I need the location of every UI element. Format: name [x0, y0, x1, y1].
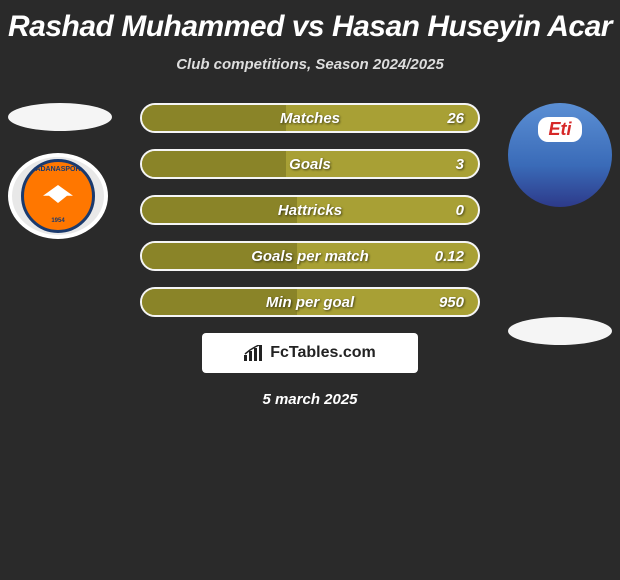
stat-bar: Goals 3 — [140, 149, 480, 179]
stats-area: ADANASPOR 1954 Eti Matches 26 Goals 3 Hattri… — [0, 103, 620, 317]
page-title: Rashad Muhammed vs Hasan Huseyin Acar — [0, 0, 620, 44]
stat-bar: Min per goal 950 — [140, 287, 480, 317]
left-column: ADANASPOR 1954 — [8, 103, 112, 239]
eagle-icon — [43, 185, 73, 203]
subtitle: Club competitions, Season 2024/2025 — [0, 56, 620, 73]
sponsor-badge: Eti — [538, 117, 581, 142]
stat-bars: Matches 26 Goals 3 Hattricks 0 Goals per match… — [140, 103, 480, 317]
stat-bar: Goals per match 0.12 — [140, 241, 480, 271]
club-badge-left: ADANASPOR 1954 — [8, 153, 108, 239]
stat-label: Matches — [280, 110, 340, 127]
stat-value: 0 — [456, 202, 464, 219]
stat-bar-left-fill — [142, 151, 286, 177]
club-name: ADANASPOR — [35, 166, 80, 173]
stat-value: 950 — [439, 294, 464, 311]
player-photo-right: Eti — [508, 103, 612, 207]
player-placeholder-left — [8, 103, 112, 131]
stat-bar: Hattricks 0 — [140, 195, 480, 225]
chart-icon — [244, 345, 264, 361]
club-placeholder-right — [508, 317, 612, 345]
right-column: Eti — [508, 103, 612, 345]
stat-value: 26 — [447, 110, 464, 127]
footer-logo: FcTables.com — [202, 333, 418, 373]
stat-bar-left-fill — [142, 105, 286, 131]
stat-label: Goals per match — [251, 248, 369, 265]
stat-value: 3 — [456, 156, 464, 173]
club-year: 1954 — [51, 218, 64, 224]
footer-brand: FcTables.com — [270, 344, 376, 362]
stat-label: Min per goal — [266, 294, 354, 311]
stat-label: Hattricks — [278, 202, 342, 219]
date-label: 5 march 2025 — [0, 391, 620, 408]
club-badge-inner: ADANASPOR 1954 — [21, 159, 95, 233]
stat-bar-left-fill — [142, 197, 297, 223]
stat-label: Goals — [289, 156, 331, 173]
stat-value: 0.12 — [435, 248, 464, 265]
stat-bar: Matches 26 — [140, 103, 480, 133]
